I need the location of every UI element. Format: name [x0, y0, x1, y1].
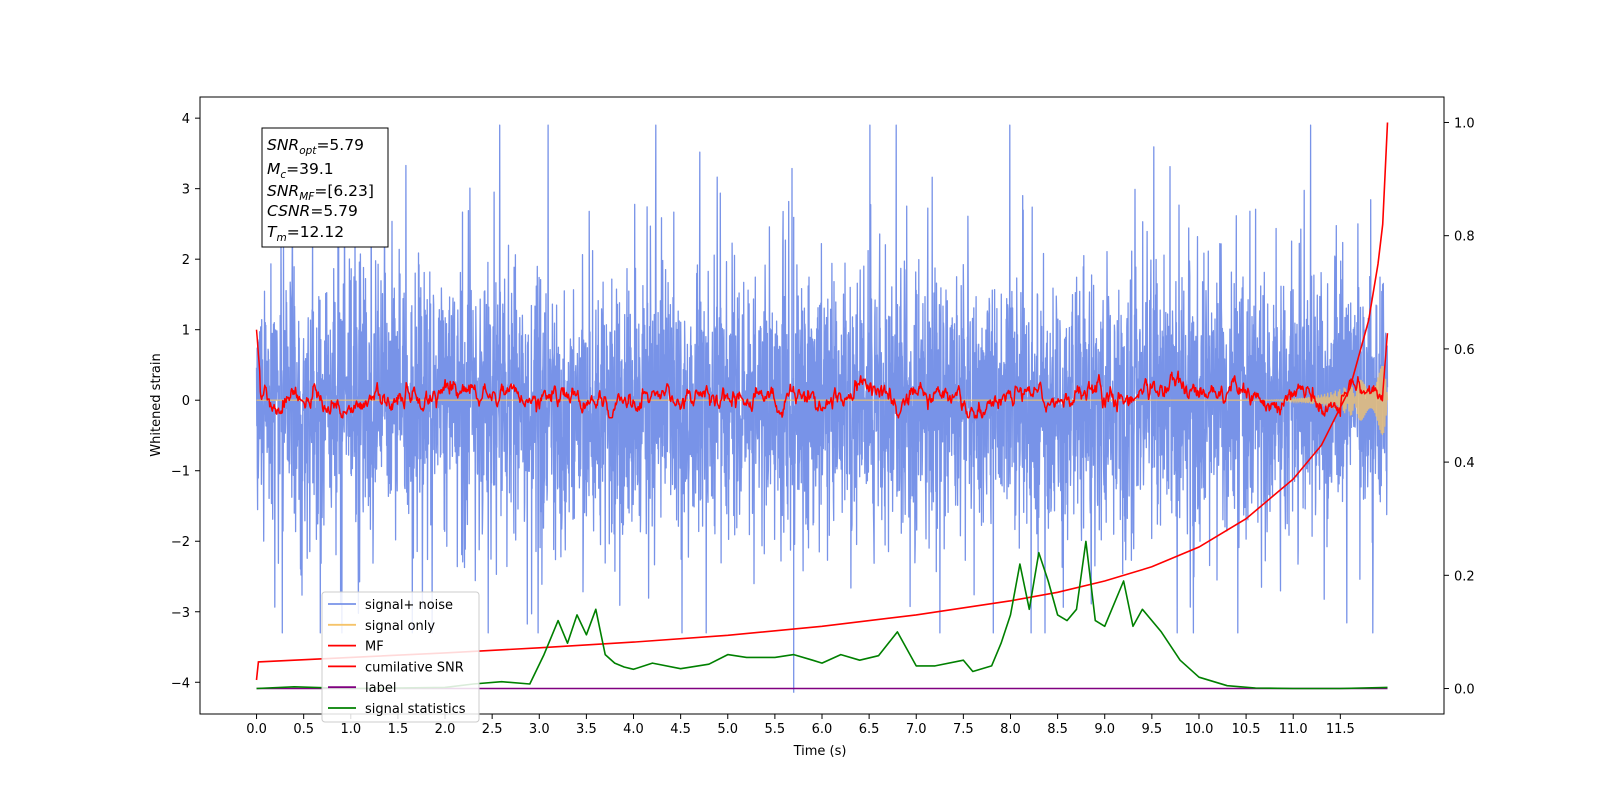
y-tick-label: 3: [182, 183, 190, 198]
x-tick-label: 5.0: [717, 722, 738, 737]
y-tick-label: 2: [182, 253, 190, 268]
x-tick-label: 4.0: [623, 722, 644, 737]
x-tick-label: 9.0: [1094, 722, 1115, 737]
x-axis: 0.0 0.5 1.0 1.5 2.0 2.5 3.0 3.5 4.0 4.5 5.0 5.5 6.0 6…: [246, 714, 1355, 737]
annotation-frame: [261, 127, 389, 248]
y-tick-label: 4: [182, 112, 190, 127]
x-tick-label: 0.5: [293, 722, 314, 737]
x-tick-label: 10.5: [1232, 722, 1261, 737]
y2-tick-label: 1.0: [1454, 116, 1475, 131]
series-signal-statistics: [256, 540, 1388, 690]
x-tick-label: 7.5: [953, 722, 974, 737]
x-tick-label: 5.5: [765, 722, 786, 737]
x-tick-label: 6.5: [859, 722, 880, 737]
legend-label: cumilative SNR: [365, 660, 464, 675]
legend-label: signal statistics: [365, 702, 466, 717]
y2-tick-label: 0.8: [1454, 230, 1475, 245]
x-tick-label: 4.5: [670, 722, 691, 737]
series-mf: [255, 329, 1389, 419]
x-tick-label: 9.5: [1142, 722, 1163, 737]
annotation-box: SNRopt=5.79 Mc=39.1 SNRMF=[6.23] CSNR=5.…: [261, 127, 389, 248]
y-axis-left: 4 3 2 1 0 −1 −2 −3 −4: [171, 112, 200, 691]
y-tick-label: 0: [182, 394, 190, 409]
series-signal-only: [256, 365, 1389, 435]
x-tick-label: 0.0: [246, 722, 267, 737]
annotation-line-snr-mf: SNRMF=[6.23]: [267, 182, 374, 203]
legend-label: signal+ noise: [365, 598, 453, 613]
legend-frame: [321, 591, 480, 723]
y-axis-label: Whitened strain: [149, 353, 164, 456]
x-tick-label: 2.5: [482, 722, 503, 737]
annotation-line-tm: Tm=12.12: [267, 223, 344, 244]
legend-label: signal only: [365, 619, 435, 634]
x-tick-label: 11.5: [1326, 722, 1355, 737]
x-tick-label: 3.5: [576, 722, 597, 737]
x-tick-label: 7.0: [906, 722, 927, 737]
x-tick-label: 6.0: [812, 722, 833, 737]
x-axis-label: Time (s): [793, 744, 847, 759]
y-axis-right: 1.0 0.8 0.6 0.4 0.2 0.0: [1444, 116, 1475, 698]
legend-label: label: [365, 681, 396, 696]
annotation-line-snr-opt: SNRopt=5.79: [267, 136, 364, 157]
series-cumulative-snr: [255, 122, 1389, 681]
legend: signal+ noise signal only MF cumilative SNR…: [321, 591, 480, 723]
y2-tick-label: 0.4: [1454, 456, 1475, 471]
x-tick-label: 1.5: [388, 722, 409, 737]
x-tick-label: 8.0: [1000, 722, 1021, 737]
x-tick-label: 10.0: [1184, 722, 1213, 737]
y2-tick-label: 0.6: [1454, 343, 1475, 358]
y-tick-label: 1: [182, 324, 190, 339]
plot-area: [255, 122, 1389, 693]
y-tick-label: −1: [171, 465, 190, 480]
y-tick-label: −4: [171, 676, 190, 691]
x-tick-label: 2.0: [435, 722, 456, 737]
x-tick-label: 11.0: [1279, 722, 1308, 737]
annotation-line-csnr: CSNR=5.79: [267, 202, 358, 220]
y-tick-label: −2: [171, 535, 190, 550]
y-tick-label: −3: [171, 606, 190, 621]
y2-tick-label: 0.2: [1454, 569, 1475, 584]
x-tick-label: 8.5: [1047, 722, 1068, 737]
y2-tick-label: 0.0: [1454, 683, 1475, 698]
legend-label: MF: [365, 640, 384, 655]
x-tick-label: 3.0: [529, 722, 550, 737]
annotation-line-mc: Mc=39.1: [267, 160, 334, 181]
x-tick-label: 1.0: [340, 722, 361, 737]
